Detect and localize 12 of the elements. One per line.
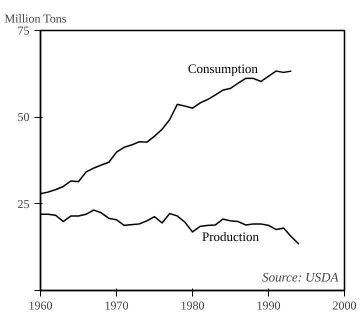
annotation: Source: USDA	[262, 270, 339, 284]
x-tick-label: 2000	[332, 298, 356, 312]
x-tick-label: 1970	[104, 298, 128, 312]
y-tick-label: 75	[18, 24, 30, 38]
y-tick-label: 25	[18, 196, 30, 211]
y-axis-title: Million Tons	[4, 12, 67, 26]
series-label: Consumption	[188, 61, 258, 76]
y-tick-label: 50	[18, 110, 30, 124]
series-label: Production	[202, 228, 260, 244]
x-tick-label: 1990	[256, 298, 280, 312]
x-tick-label: 1960	[28, 298, 52, 312]
x-tick-label: 1980	[180, 298, 204, 312]
